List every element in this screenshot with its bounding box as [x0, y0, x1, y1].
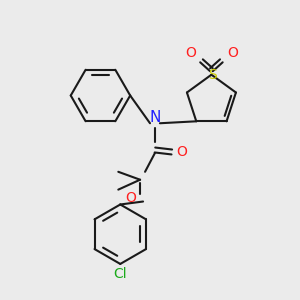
- Text: O: O: [185, 46, 196, 60]
- Text: N: N: [149, 110, 161, 125]
- Text: O: O: [126, 190, 136, 205]
- Text: S: S: [208, 68, 217, 82]
- Text: O: O: [176, 145, 187, 159]
- Text: Cl: Cl: [113, 267, 127, 281]
- Text: O: O: [227, 46, 238, 60]
